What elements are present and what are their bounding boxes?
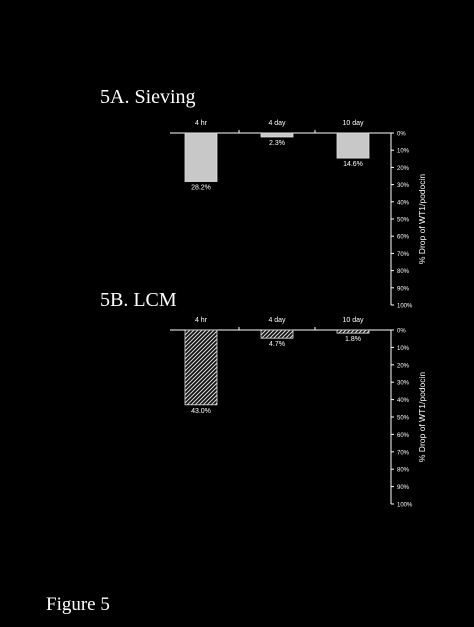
y-tick-label: 50% [397,416,410,422]
category-label: 4 day [268,317,286,324]
y-tick-label: 50% [397,218,410,224]
bar [260,132,294,138]
category-label: 4 hr [195,317,208,324]
y-tick-label: 90% [397,485,410,491]
category-label: 10 day [342,120,364,127]
category-label: 10 day [342,317,364,324]
y-tick-label: 80% [397,269,410,275]
y-tick-label: 90% [397,286,410,292]
y-tick-label: 0% [397,329,406,335]
bar-value-label: 28.2% [191,185,211,192]
panel-a-title: 5A. Sieving [100,86,196,108]
figure-label: Figure 5 [46,594,110,615]
y-tick-label: 20% [397,363,410,369]
panel-b-title: 5B. LCM [100,289,177,311]
bar-value-label: 1.8% [345,336,361,343]
category-label: 4 hr [195,120,208,127]
y-tick-label: 0% [397,132,406,138]
y-tick-label: 60% [397,433,410,439]
y-axis-title: % Drop of WT1/podocin [417,174,427,265]
y-tick-label: 10% [397,149,410,155]
bar-value-label: 14.6% [343,161,363,168]
bar-value-label: 4.7% [269,341,285,348]
y-tick-label: 30% [397,183,410,189]
bar [184,329,218,406]
bar [336,132,370,159]
y-tick-label: 30% [397,381,410,387]
y-tick-label: 40% [397,398,410,404]
y-tick-label: 70% [397,252,410,258]
y-tick-label: 80% [397,468,410,474]
bar [336,329,370,334]
y-tick-label: 20% [397,166,410,172]
y-axis-title: % Drop of WT1/podocin [417,372,427,463]
y-tick-label: 100% [397,304,413,310]
bar [260,329,294,339]
bar-value-label: 2.3% [269,140,285,147]
y-tick-label: 100% [397,503,413,509]
category-label: 4 day [268,120,286,127]
y-tick-label: 70% [397,450,410,456]
y-tick-label: 10% [397,346,410,352]
bar [184,132,218,182]
y-tick-label: 40% [397,200,410,206]
y-tick-label: 60% [397,235,410,241]
bar-value-label: 43.0% [191,408,211,415]
